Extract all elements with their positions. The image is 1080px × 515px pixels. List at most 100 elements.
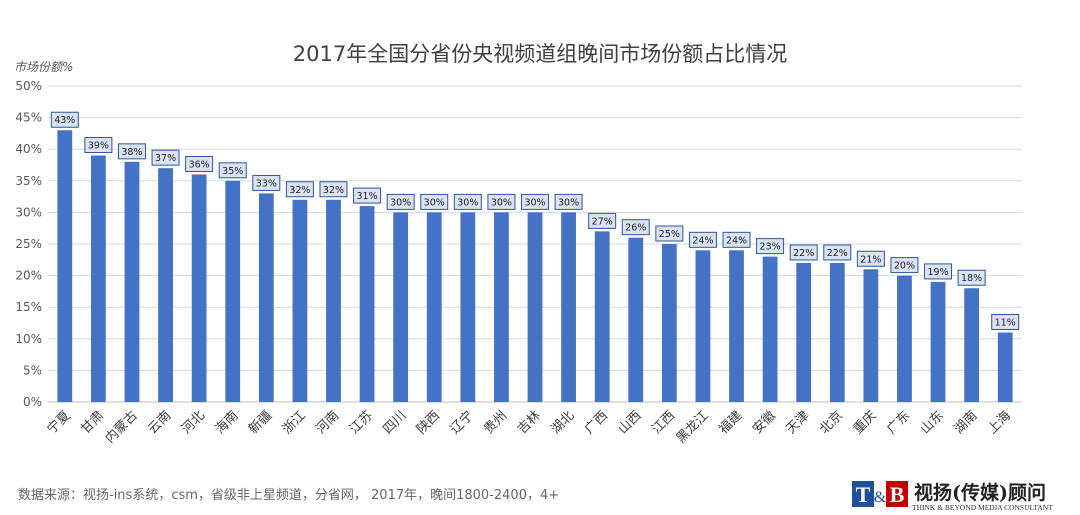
- x-tick-label: 安徽: [750, 408, 779, 437]
- bar: [359, 206, 375, 402]
- data-label: 31%: [357, 191, 378, 202]
- data-label: 30%: [558, 197, 579, 208]
- bar: [997, 332, 1013, 402]
- x-tick-label: 福建: [716, 408, 745, 437]
- data-label: 35%: [222, 166, 243, 177]
- data-label: 22%: [827, 248, 848, 259]
- y-tick-label: 5%: [23, 363, 42, 377]
- x-tick-label: 吉林: [515, 408, 544, 437]
- x-tick-label: 山西: [616, 408, 645, 437]
- bar: [292, 199, 308, 402]
- data-label-box: [554, 193, 583, 210]
- data-label: 30%: [457, 197, 478, 208]
- logo-name: 视扬(传媒)顾问: [914, 481, 1046, 504]
- bar-chart: 0% 5% 10% 15% 20% 25% 30% 35% 40% 45% 50% 43% 宁夏 39% 甘…: [15, 79, 1022, 446]
- data-label-box: [688, 231, 717, 248]
- data-label: 33%: [256, 178, 277, 189]
- bar: [863, 269, 879, 402]
- data-label: 39%: [88, 141, 109, 152]
- bar: [57, 130, 73, 403]
- data-label-box: [420, 193, 449, 210]
- y-tick-label: 40%: [15, 142, 42, 156]
- bar: [225, 180, 241, 402]
- x-tick-label: 广西: [582, 408, 611, 437]
- x-tick-label: 宁夏: [44, 408, 74, 438]
- data-label-box: [756, 238, 785, 255]
- data-label: 24%: [692, 235, 713, 246]
- data-label-box: [823, 244, 852, 261]
- y-tick-label: 35%: [15, 174, 42, 188]
- data-label: 24%: [726, 235, 747, 246]
- x-tick-label: 北京: [817, 408, 846, 437]
- x-tick-label: 湖北: [548, 408, 577, 437]
- data-source-note: 数据来源：视扬-ins系统，csm，省级非上星频道，分省网， 2017年，晚间1…: [18, 488, 560, 503]
- data-label-box: [185, 155, 214, 172]
- bar: [158, 168, 173, 402]
- x-tick-label: 河南: [313, 408, 343, 438]
- bar: [829, 262, 845, 402]
- x-tick-label: 浙江: [280, 408, 309, 437]
- bar: [628, 237, 644, 402]
- data-label: 30%: [390, 197, 411, 208]
- y-tick-label: 25%: [15, 237, 42, 251]
- data-label-box: [722, 231, 751, 248]
- data-label-box: [353, 187, 382, 204]
- data-label-box: [621, 219, 650, 236]
- bar: [326, 199, 341, 402]
- y-tick-label: 15%: [15, 300, 42, 314]
- data-label: 38%: [121, 147, 142, 158]
- data-label-box: [285, 181, 314, 198]
- bar: [897, 275, 912, 402]
- bar: [661, 244, 677, 402]
- data-label-box: [789, 244, 818, 261]
- data-label-box: [84, 137, 113, 154]
- x-tick-label: 江西: [649, 408, 678, 437]
- x-tick-label: 辽宁: [447, 408, 477, 438]
- x-tick-label: 陕西: [414, 408, 443, 437]
- data-label-box: [588, 212, 617, 229]
- bar: [695, 250, 711, 402]
- data-label-box: [453, 193, 482, 210]
- bar: [796, 262, 812, 402]
- data-label-box: [151, 149, 180, 166]
- x-tick-label: 上海: [985, 408, 1014, 437]
- bar: [90, 155, 106, 402]
- x-tick-label: 天津: [784, 408, 813, 437]
- x-tick-label: 海南: [212, 408, 242, 438]
- y-axis-unit-label: 市场份额%: [14, 60, 74, 74]
- y-tick-label: 10%: [15, 332, 42, 346]
- data-label: 30%: [524, 197, 545, 208]
- x-tick-label: 重庆: [850, 408, 880, 438]
- data-label: 32%: [323, 185, 344, 196]
- bar: [527, 212, 543, 402]
- x-tick-label: 山东: [918, 408, 947, 437]
- data-label: 43%: [54, 115, 75, 126]
- logo-mark-b: B: [890, 482, 905, 507]
- data-label-box: [117, 143, 146, 160]
- y-tick-label: 50%: [15, 79, 42, 93]
- data-label-box: [957, 269, 986, 286]
- bar: [258, 193, 274, 402]
- y-tick-label: 45%: [15, 111, 42, 125]
- bar: [762, 256, 778, 402]
- data-label: 18%: [961, 273, 982, 284]
- logo-tagline: THINK & BEYOND MEDIA CONSULTANT: [912, 503, 1053, 512]
- x-tick-label: 河北: [179, 408, 208, 437]
- y-tick-label: 0%: [23, 395, 42, 409]
- logo-mark-t: T: [856, 482, 871, 507]
- bar: [460, 212, 476, 402]
- data-label-box: [655, 225, 684, 242]
- bar: [930, 281, 946, 402]
- x-tick-label: 四川: [380, 408, 409, 437]
- bar: [393, 212, 409, 402]
- bar: [494, 212, 509, 402]
- data-label-box: [50, 111, 79, 128]
- data-label: 19%: [927, 267, 948, 278]
- x-tick-label: 江苏: [346, 408, 376, 438]
- data-label: 27%: [592, 216, 613, 227]
- data-label-box: [252, 174, 281, 191]
- data-label: 21%: [860, 254, 881, 265]
- data-label: 25%: [659, 229, 680, 240]
- x-tick-label: 黑龙江: [674, 408, 712, 446]
- data-label: 22%: [793, 248, 814, 259]
